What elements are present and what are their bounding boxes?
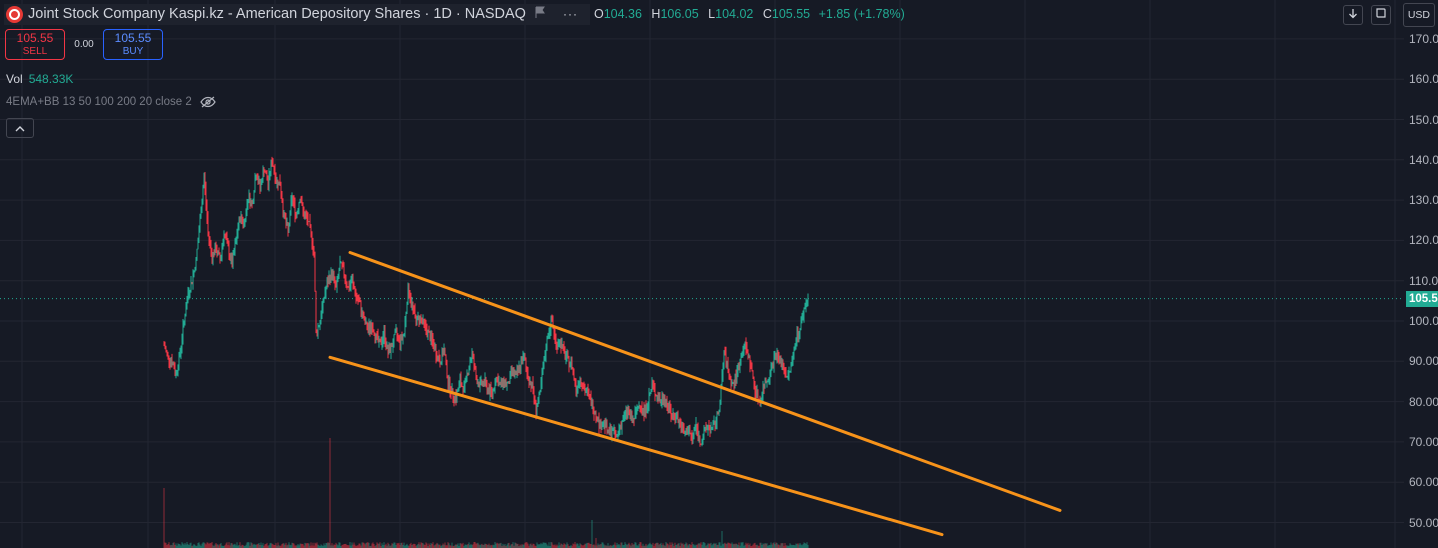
change-value: +1.85 (+1.78%) xyxy=(818,7,905,21)
sell-price: 105.55 xyxy=(16,30,54,45)
chevron-up-icon xyxy=(15,119,25,137)
close-key: C xyxy=(762,7,772,21)
top-right-controls: USD xyxy=(1342,3,1438,27)
price-axis-label: 170.00 xyxy=(1409,31,1438,46)
auto-scale-button[interactable] xyxy=(1370,5,1391,25)
arrow-down-icon xyxy=(1348,6,1358,24)
high-value: 106.05 xyxy=(660,7,699,21)
price-axis-label: 100.00 xyxy=(1409,314,1438,328)
more-options-button[interactable]: ··· xyxy=(556,7,584,21)
open-value: 104.36 xyxy=(603,7,642,21)
symbol-title-box[interactable]: Joint Stock Company Kaspi.kz - American … xyxy=(4,3,590,25)
volume-label: Vol xyxy=(6,72,23,86)
exchange-label: NASDAQ xyxy=(464,6,526,22)
volume-value: 548.33K xyxy=(28,72,74,86)
ohlc-values: O104.36 H106.05 L104.02 C105.55 +1.85 (+… xyxy=(594,7,905,21)
currency-button[interactable]: USD xyxy=(1402,3,1435,27)
indicator-legend[interactable]: 4EMA+BB 13 50 100 200 20 close 2 xyxy=(6,96,216,108)
candles xyxy=(163,156,809,447)
low-key: L xyxy=(708,7,716,21)
spread-value: 0.00 xyxy=(74,39,94,50)
open-key: O xyxy=(593,7,604,21)
collapse-legend-button[interactable] xyxy=(6,118,34,138)
flag-icon[interactable] xyxy=(534,6,547,22)
symbol-legend: Joint Stock Company Kaspi.kz - American … xyxy=(4,3,905,25)
sell-label: SELL xyxy=(22,45,48,57)
eye-hidden-icon[interactable] xyxy=(200,96,216,108)
buy-price: 105.55 xyxy=(114,30,152,45)
indicator-label: 4EMA+BB 13 50 100 200 20 close 2 xyxy=(6,96,192,108)
price-axis-label: 80.00 xyxy=(1409,394,1438,409)
price-axis-label: 130.00 xyxy=(1409,193,1438,208)
price-axis-label: 60.00 xyxy=(1409,475,1438,490)
buy-label: BUY xyxy=(122,45,144,57)
grid-lines xyxy=(0,0,1404,548)
trendline-drawings xyxy=(328,250,1062,537)
trendline-lower xyxy=(328,355,944,537)
volume-legend[interactable]: Vol 548.33K xyxy=(6,72,73,86)
scroll-down-button[interactable] xyxy=(1342,5,1363,25)
price-axis-label: 140.00 xyxy=(1409,152,1438,167)
buy-button[interactable]: 105.55 BUY xyxy=(103,29,163,60)
price-axis-label: 70.00 xyxy=(1409,434,1438,449)
price-axis-label: 50.00 xyxy=(1409,515,1438,530)
price-axis-label: 110.00 xyxy=(1409,273,1438,288)
volume-bars xyxy=(163,438,809,548)
price-axis-label: 150.00 xyxy=(1409,112,1438,127)
close-value: 105.55 xyxy=(771,7,811,21)
low-value: 104.02 xyxy=(715,7,754,21)
price-axis[interactable]: 170.00 160.00 150.00 140.00 130.00 120.00 110.… xyxy=(1406,0,1438,548)
last-price-tag: 105.55 xyxy=(1406,290,1438,307)
trading-buttons: 105.55 SELL 0.00 105.55 BUY xyxy=(5,29,163,60)
sell-button[interactable]: 105.55 SELL xyxy=(5,29,65,60)
trendline-upper xyxy=(348,250,1062,512)
price-axis-label: 120.00 xyxy=(1409,233,1438,248)
price-axis-label: 90.00 xyxy=(1409,354,1438,369)
price-axis-label: 160.00 xyxy=(1409,72,1438,87)
interval-label[interactable]: 1D xyxy=(433,6,452,22)
kaspi-logo-icon xyxy=(6,5,23,23)
refresh-icon xyxy=(1375,6,1387,24)
symbol-title[interactable]: Joint Stock Company Kaspi.kz - American … xyxy=(28,6,421,22)
high-key: H xyxy=(651,7,661,21)
